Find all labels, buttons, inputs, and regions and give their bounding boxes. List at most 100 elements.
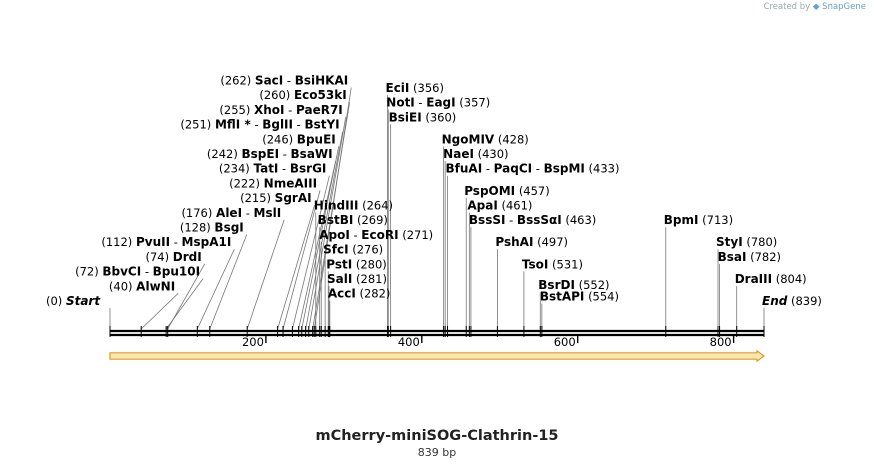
ruler-tick-label: 400 <box>398 335 420 349</box>
site-label-bstbi[interactable]: BstBI (269) <box>318 213 388 227</box>
site-label-hindiii[interactable]: HindIII (264) <box>314 198 393 212</box>
site-position: (262) <box>220 74 251 88</box>
separator: - <box>242 206 253 220</box>
enzyme-name: BspMI <box>544 162 585 176</box>
site-label-bsgi[interactable]: (128) BsgI <box>180 221 244 235</box>
site-label-styi[interactable]: StyI (780) <box>716 235 777 249</box>
enzyme-name: NaeI <box>443 147 474 161</box>
site-label-xhoi[interactable]: (255) XhoI - PaeR7I <box>219 103 342 117</box>
leader-tati <box>292 175 330 330</box>
site-label-mfli[interactable]: (251) MflI * - BglII - BstYI <box>180 118 339 132</box>
enzyme-name: DrdI <box>173 250 202 264</box>
site-position: (128) <box>180 221 211 235</box>
leader-bsgi <box>209 234 248 330</box>
feature-arrow-shape[interactable] <box>109 349 766 363</box>
site-position: (74) <box>145 250 169 264</box>
site-label-end[interactable]: End (839) <box>762 294 822 308</box>
enzyme-name: BpuEI <box>297 132 336 146</box>
site-label-alwni[interactable]: (40) AlwNI <box>109 279 175 293</box>
site-position: (234) <box>219 162 250 176</box>
site-label-naei[interactable]: NaeI (430) <box>443 147 508 161</box>
site-label-pvuii[interactable]: (112) PvuII - MspA1I <box>101 235 231 249</box>
site-label-tsoi[interactable]: TsoI (531) <box>522 257 583 271</box>
site-label-saci[interactable]: (262) SacI - BsiHKAI <box>220 74 348 88</box>
site-label-bpuei[interactable]: (246) BpuEI <box>262 132 336 146</box>
site-label-sgrai[interactable]: (215) SgrAI <box>240 191 312 205</box>
enzyme-name: AlwNI <box>136 279 175 293</box>
site-label-alei[interactable]: (176) AleI - MslI <box>181 206 281 220</box>
sequence-title: mCherry-miniSOG-Clathrin-15 <box>315 428 559 444</box>
enzyme-name: BstAPI <box>540 290 585 304</box>
site-position: (839) <box>791 294 822 308</box>
separator: - <box>283 74 294 88</box>
enzyme-name: PstI <box>326 257 352 271</box>
leader-xhoi <box>308 116 347 330</box>
site-label-apai[interactable]: ApaI (461) <box>467 198 532 212</box>
enzyme-name: BglII <box>262 118 293 132</box>
enzyme-name: SfcI <box>323 243 348 257</box>
site-label-bstapi[interactable]: BstAPI (554) <box>540 290 619 304</box>
site-position: (430) <box>478 147 509 161</box>
site-label-sfci[interactable]: SfcI (276) <box>323 243 383 257</box>
ruler-ticks: 200 400 600 800 <box>242 335 735 349</box>
enzyme-name: BssSI <box>469 213 506 227</box>
site-position: (255) <box>219 103 250 117</box>
site-label-pspomi[interactable]: PspOMI (457) <box>464 184 550 198</box>
site-position: (457) <box>519 184 550 198</box>
enzyme-name: PaqCI <box>494 162 532 176</box>
enzyme-name: BstYI <box>304 118 339 132</box>
site-label-nmeaiii[interactable]: (222) NmeAIII <box>229 176 317 190</box>
site-label-bspei[interactable]: (242) BspEI - BsaWI <box>207 147 333 161</box>
enzyme-name: SacI <box>255 74 283 88</box>
site-label-acci[interactable]: AccI (282) <box>328 287 391 301</box>
site-label-apoi[interactable]: ApoI - EcoRI (271) <box>319 228 433 242</box>
site-label-bsai[interactable]: BsaI (782) <box>718 250 781 264</box>
enzyme-name: PshAI <box>495 235 533 249</box>
site-label-bbvci[interactable]: (72) BbvCI - Bpu10I <box>75 265 200 279</box>
site-label-start[interactable]: (0) Start <box>46 294 101 308</box>
site-label-sali[interactable]: SalI (281) <box>327 272 387 286</box>
enzyme-name: SgrAI <box>275 191 312 205</box>
site-label-ecii[interactable]: EciI (356) <box>386 81 444 95</box>
ruler <box>110 329 764 337</box>
site-label-bsrdi[interactable]: BsrDI (552) <box>538 278 609 292</box>
site-label-bsssi[interactable]: BssSI - BssSαI (463) <box>469 213 596 227</box>
enzyme-name: Bpu10I <box>153 265 200 279</box>
site-label-eco53ki[interactable]: (260) Eco53kI <box>259 88 346 102</box>
site-label-draiii[interactable]: DraIII (804) <box>735 272 807 286</box>
credit-brand: SnapGene <box>822 2 866 12</box>
site-label-tati[interactable]: (234) TatI - BsrGI <box>219 162 327 176</box>
site-label-bsiei[interactable]: BsiEI (360) <box>389 110 457 124</box>
site-label-bfuai[interactable]: BfuAI - PaqCI - BspMI (433) <box>446 162 620 176</box>
enzyme-name: BsrGI <box>290 162 327 176</box>
site-position: (461) <box>501 198 532 212</box>
leader-bpuei <box>301 146 340 330</box>
enzyme-name: AccI <box>328 287 356 301</box>
enzyme-name: StyI <box>716 235 743 249</box>
site-label-ngomiv[interactable]: NgoMIV (428) <box>442 132 529 146</box>
enzyme-name: Eco53kI <box>294 88 347 102</box>
leader-nmeaiii <box>282 190 321 330</box>
site-label-bpmi[interactable]: BpmI (713) <box>664 213 733 227</box>
enzyme-name: MspA1I <box>182 235 232 249</box>
enzyme-name: ApaI <box>467 198 497 212</box>
sequence-length: 839 bp <box>417 446 457 459</box>
site-label-drdi[interactable]: (74) DrdI <box>145 250 201 264</box>
site-label-psti[interactable]: PstI (280) <box>326 257 387 271</box>
separator: - <box>482 162 493 176</box>
separator: - <box>293 118 304 132</box>
enzyme-name: ApoI <box>319 228 350 242</box>
enzyme-name: BpmI <box>664 213 699 227</box>
separator: - <box>279 147 290 161</box>
feature-arrow[interactable] <box>109 349 766 363</box>
site-label-noti[interactable]: NotI - EagI (357) <box>386 96 490 110</box>
leader-mfli <box>305 131 344 330</box>
site-position: (360) <box>425 110 456 124</box>
enzyme-name: HindIII <box>314 198 359 212</box>
site-label-pshai[interactable]: PshAI (497) <box>495 235 568 249</box>
site-position: (72) <box>75 265 99 279</box>
site-position: (497) <box>537 235 568 249</box>
site-position: (804) <box>776 272 807 286</box>
snapgene-credit: Created by ◆ SnapGene <box>763 2 866 12</box>
